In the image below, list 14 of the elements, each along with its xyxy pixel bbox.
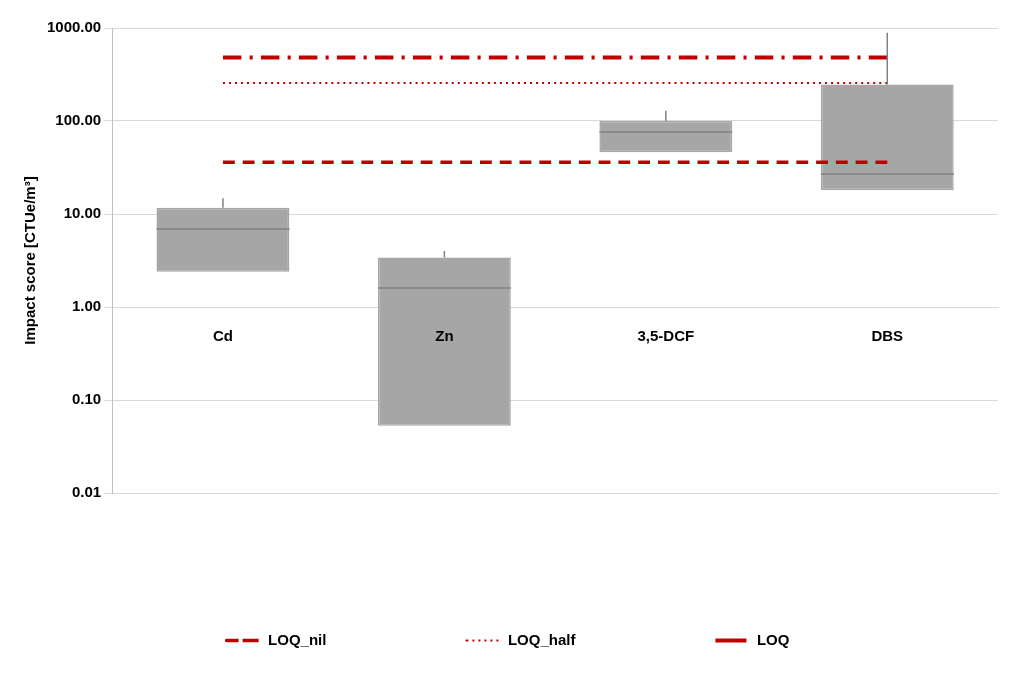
x-tick-label: 3,5-DCF — [637, 327, 695, 345]
y-tick-label: 1000.00 — [46, 18, 102, 36]
x-tick-label: Cd — [212, 327, 233, 345]
x-tick-label: DBS — [871, 327, 904, 345]
y-tick-label: 0.10 — [72, 390, 102, 408]
legend-label: LOQ_half — [507, 630, 577, 648]
legend-label: LOQ — [756, 630, 790, 648]
y-tick-label: 100.00 — [55, 111, 102, 129]
y-axis-title: Impact score [CTUe/m³] — [21, 176, 39, 345]
y-tick-label: 10.00 — [63, 204, 102, 222]
y-tick-label: 0.01 — [72, 483, 102, 501]
y-tick-label: 1.00 — [72, 297, 102, 315]
legend-label: LOQ_nil — [268, 630, 327, 648]
x-tick-label: Zn — [435, 327, 454, 345]
